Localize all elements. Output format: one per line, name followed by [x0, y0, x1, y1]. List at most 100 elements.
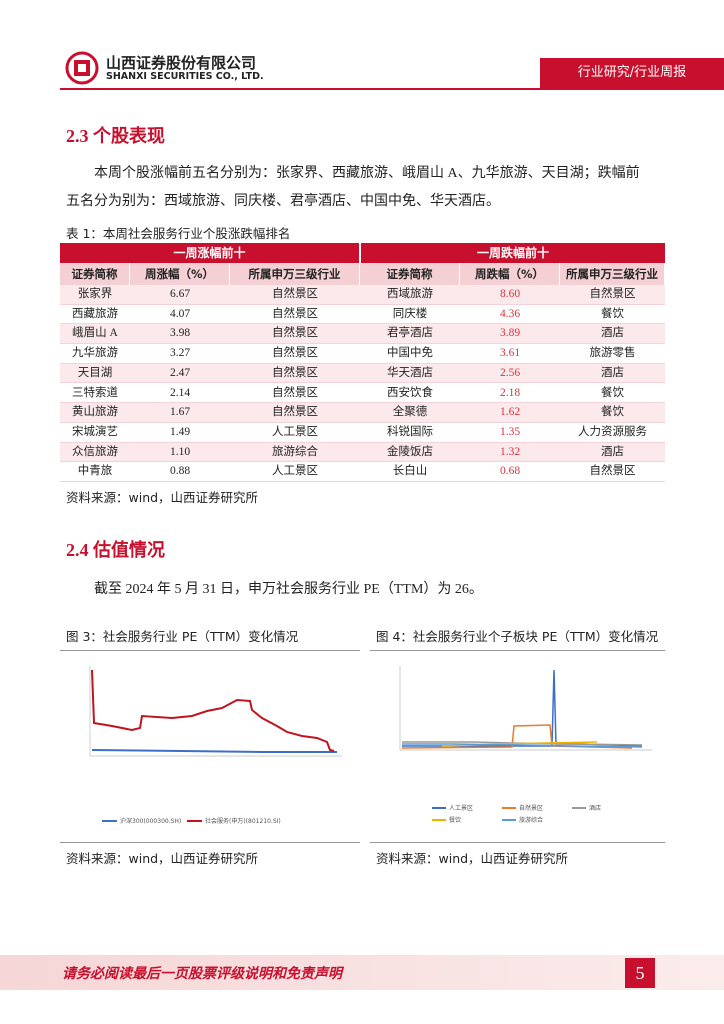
table-cell: 科锐国际 [387, 425, 433, 438]
table-cell: 6.67 [169, 288, 191, 300]
table-cell: 4.07 [169, 307, 191, 320]
table-cell: 自然景区 [589, 288, 636, 300]
table-cell: 3.89 [499, 327, 521, 340]
rule [60, 650, 360, 651]
table-cell: 人工景区 [272, 425, 318, 438]
row-background [60, 442, 665, 463]
legend-label: 酒店 [589, 804, 601, 812]
row-background [60, 383, 665, 404]
paragraph: 截至 2024 年 5 月 31 日，申万社会服务行业 PE（TTM）为 26。 [94, 582, 483, 597]
legend-label: 旅游综合 [519, 816, 543, 824]
table-cell: 人工景区 [272, 465, 318, 478]
table-cell: 1.35 [499, 425, 521, 438]
table-cell: 2.18 [499, 386, 521, 399]
paragraph-line: 五名分为别为：西域旅游、同庆楼、君亭酒店、中国中免、华天酒店。 [66, 194, 500, 209]
table-cell: 长白山 [392, 465, 428, 478]
table-cell: 西域旅游 [387, 288, 433, 300]
rule [60, 842, 360, 843]
company-name: 山西证券股份有限公司 [106, 54, 257, 72]
table-cell: 同庆楼 [392, 307, 428, 320]
group-header: 一周跌幅前十 [361, 243, 665, 263]
table-cell: 自然景区 [589, 465, 636, 478]
table-cell: 1.49 [169, 425, 191, 438]
table-cell: 峨眉山 A [72, 327, 118, 340]
table-cell: 西安饮食 [387, 386, 433, 399]
table-cell: 人力资源服务 [578, 425, 647, 438]
table-cell: 自然景区 [272, 327, 318, 340]
table-cell: 天目湖 [77, 366, 113, 379]
figure-source: 资料来源：wind，山西证券研究所 [66, 851, 259, 866]
row-background [60, 304, 665, 325]
table-cell: 众信旅游 [72, 445, 118, 458]
column-header: 周跌幅（%） [460, 263, 559, 285]
table-cell: 旅游零售 [589, 347, 636, 360]
table-cell: 0.68 [499, 465, 521, 478]
column-header: 所属申万三级行业 [230, 263, 359, 285]
group-header: 一周涨幅前十 [60, 243, 359, 263]
row-background [60, 363, 665, 384]
table-cell: 3.27 [169, 347, 191, 360]
table-cell: 自然景区 [272, 347, 318, 360]
column-header: 周涨幅（%） [130, 263, 229, 285]
table-cell: 1.67 [169, 406, 191, 419]
table-cell: 8.60 [499, 288, 521, 300]
row-background [60, 462, 665, 482]
legend-label: 自然景区 [519, 804, 543, 812]
table-cell: 3.61 [499, 347, 521, 360]
table-cell: 黄山旅游 [72, 406, 118, 419]
table-cell: 1.62 [499, 406, 521, 419]
table-cell: 餐饮 [601, 307, 624, 320]
table-cell: 酒店 [601, 366, 624, 379]
logo [65, 51, 99, 85]
table-cell: 君亭酒店 [387, 327, 433, 340]
company-name-en: SHANXI SECURITIES CO., LTD. [106, 71, 264, 82]
table-cell: 西藏旅游 [72, 307, 118, 320]
row-background [60, 422, 665, 443]
section-title: 2.3 个股表现 [66, 126, 165, 146]
header-tag: 行业研究/行业周报 [540, 58, 724, 88]
legend-label: 餐饮 [449, 816, 461, 824]
table-cell: 宋城演艺 [72, 425, 118, 438]
rule [370, 842, 665, 843]
table-cell: 1.32 [499, 445, 521, 458]
row-background [60, 344, 665, 364]
table-cell: 自然景区 [272, 288, 318, 300]
figure-caption: 图 4：社会服务行业个子板块 PE（TTM）变化情况 [376, 629, 659, 644]
figure-source: 资料来源：wind，山西证券研究所 [376, 851, 569, 866]
table-cell: 金陵饭店 [387, 445, 433, 458]
header-rule [60, 88, 724, 90]
table-cell: 1.10 [169, 445, 191, 458]
table-cell: 2.47 [169, 366, 191, 379]
paragraph-line: 本周个股涨幅前五名分别为：张家界、西藏旅游、峨眉山 A、九华旅游、天目湖；跌幅前 [94, 166, 640, 181]
table: 一周涨幅前十 一周跌幅前十 证券简称 周涨幅（%） 所属申万三级行业 证券简称 周跌幅（%）… [60, 243, 665, 483]
table-cell: 自然景区 [272, 366, 318, 379]
table-caption: 表 1：本周社会服务行业个股涨跌幅排名 [66, 226, 291, 241]
table-cell: 0.88 [169, 465, 191, 478]
table-cell: 旅游综合 [272, 445, 318, 458]
table-source: 资料来源：wind，山西证券研究所 [66, 490, 259, 505]
footer-band [0, 955, 724, 990]
table-cell: 餐饮 [601, 406, 624, 419]
table-cell: 中国中免 [387, 347, 433, 360]
page-number: 5 [625, 958, 655, 988]
table-cell: 酒店 [601, 327, 624, 340]
legend-label: 沪深300(000300.SH) [120, 817, 181, 825]
table-cell: 2.14 [169, 386, 191, 399]
table-cell: 自然景区 [272, 307, 318, 320]
table-cell: 三特索道 [72, 386, 118, 399]
table-cell: 3.98 [169, 327, 191, 340]
table-cell: 餐饮 [601, 386, 624, 399]
table-cell: 全聚德 [392, 406, 428, 419]
legend-label: 人工景区 [449, 805, 473, 812]
column-header: 所属申万三级行业 [560, 263, 664, 285]
table-cell: 4.36 [499, 307, 521, 320]
figure-3-chart: 沪深300(000300.SH) 社会服务(申万)(801210.SI) [89, 666, 342, 825]
column-header: 证券简称 [60, 263, 129, 285]
table-cell: 中青旅 [77, 465, 113, 478]
table-cell: 酒店 [601, 445, 624, 458]
table-cell: 自然景区 [272, 386, 318, 399]
section-title: 2.4 估值情况 [66, 540, 165, 560]
